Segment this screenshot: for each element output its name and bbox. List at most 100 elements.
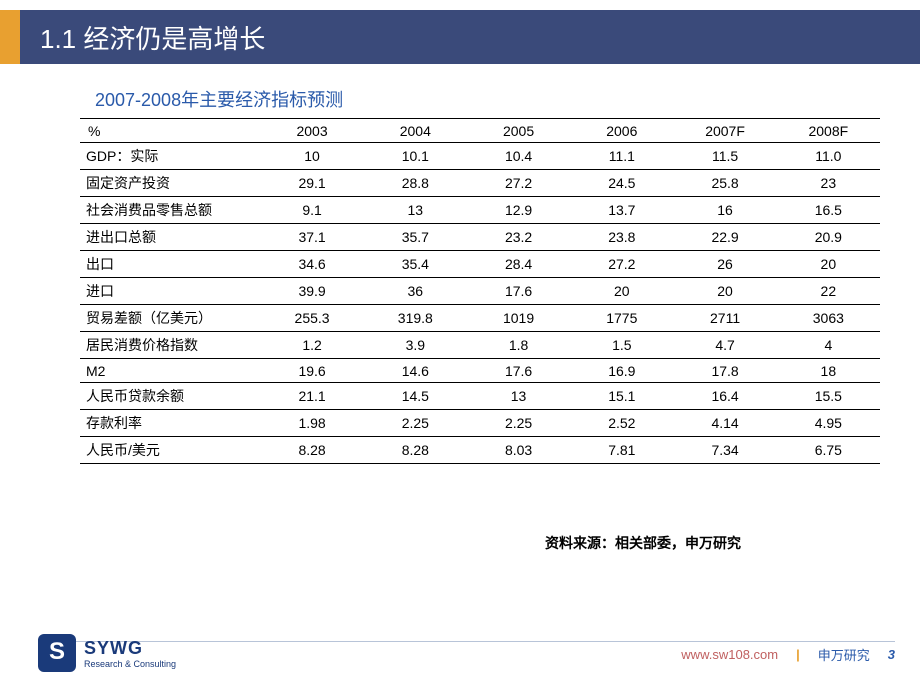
table-row: 存款利率1.982.252.252.524.144.95 xyxy=(80,410,880,437)
cell-value: 24.5 xyxy=(570,170,673,197)
cell-value: 29.1 xyxy=(260,170,363,197)
cell-value: 1.5 xyxy=(570,332,673,359)
cell-value: 20 xyxy=(673,278,776,305)
cell-value: 23.2 xyxy=(467,224,570,251)
cell-value: 36 xyxy=(364,278,467,305)
cell-value: 20 xyxy=(777,251,880,278)
logo-icon xyxy=(38,634,76,672)
logo-main: SYWG xyxy=(84,638,176,659)
cell-value: 21.1 xyxy=(260,383,363,410)
footer-url: www.sw108.com xyxy=(681,647,778,662)
cell-value: 10 xyxy=(260,143,363,170)
cell-value: 255.3 xyxy=(260,305,363,332)
footer-divider-icon: | xyxy=(796,647,800,662)
row-label: 固定资产投资 xyxy=(80,170,260,197)
cell-value: 4.14 xyxy=(673,410,776,437)
subtitle: 2007-2008年主要经济指标预测 xyxy=(95,86,343,112)
cell-value: 13 xyxy=(467,383,570,410)
row-label: 进口 xyxy=(80,278,260,305)
cell-value: 7.34 xyxy=(673,437,776,464)
row-label: 存款利率 xyxy=(80,410,260,437)
table-row: 进口39.93617.6202022 xyxy=(80,278,880,305)
footer-brand: 申万研究 xyxy=(818,645,870,664)
footer-right: www.sw108.com | 申万研究 3 xyxy=(681,645,895,664)
table-row: 出口34.635.428.427.22620 xyxy=(80,251,880,278)
slide-title: 1.1 经济仍是高增长 xyxy=(20,19,265,56)
cell-value: 1.8 xyxy=(467,332,570,359)
cell-value: 16.5 xyxy=(777,197,880,224)
cell-value: 1775 xyxy=(570,305,673,332)
cell-value: 17.6 xyxy=(467,359,570,383)
table-row: 固定资产投资29.128.827.224.525.823 xyxy=(80,170,880,197)
cell-value: 8.03 xyxy=(467,437,570,464)
table-row: GDP：实际1010.110.411.111.511.0 xyxy=(80,143,880,170)
cell-value: 4 xyxy=(777,332,880,359)
cell-value: 27.2 xyxy=(570,251,673,278)
cell-value: 12.9 xyxy=(467,197,570,224)
cell-value: 20.9 xyxy=(777,224,880,251)
cell-value: 16 xyxy=(673,197,776,224)
cell-value: 34.6 xyxy=(260,251,363,278)
table-head: %20032004200520062007F2008F xyxy=(80,119,880,143)
table-body: GDP：实际1010.110.411.111.511.0固定资产投资29.128… xyxy=(80,143,880,464)
table-row: 社会消费品零售总额9.11312.913.71616.5 xyxy=(80,197,880,224)
logo-sub: Research & Consulting xyxy=(84,659,176,669)
cell-value: 15.5 xyxy=(777,383,880,410)
row-label: 出口 xyxy=(80,251,260,278)
cell-value: 18 xyxy=(777,359,880,383)
cell-value: 26 xyxy=(673,251,776,278)
table-row: M219.614.617.616.917.818 xyxy=(80,359,880,383)
cell-value: 3063 xyxy=(777,305,880,332)
row-label: 人民币/美元 xyxy=(80,437,260,464)
cell-value: 11.5 xyxy=(673,143,776,170)
cell-value: 3.9 xyxy=(364,332,467,359)
cell-value: 20 xyxy=(570,278,673,305)
footer: SYWG Research & Consulting www.sw108.com… xyxy=(0,630,920,678)
cell-value: 35.7 xyxy=(364,224,467,251)
cell-value: 8.28 xyxy=(364,437,467,464)
accent-block xyxy=(0,10,20,64)
cell-value: 8.28 xyxy=(260,437,363,464)
cell-value: 4.95 xyxy=(777,410,880,437)
row-label: M2 xyxy=(80,359,260,383)
cell-value: 4.7 xyxy=(673,332,776,359)
logo-text: SYWG Research & Consulting xyxy=(84,638,176,669)
economic-indicators-table: %20032004200520062007F2008F GDP：实际1010.1… xyxy=(80,118,880,464)
col-header-unit: % xyxy=(80,119,260,143)
cell-value: 27.2 xyxy=(467,170,570,197)
cell-value: 2.52 xyxy=(570,410,673,437)
cell-value: 14.6 xyxy=(364,359,467,383)
cell-value: 16.4 xyxy=(673,383,776,410)
cell-value: 10.4 xyxy=(467,143,570,170)
table-row: 人民币/美元8.288.288.037.817.346.75 xyxy=(80,437,880,464)
cell-value: 7.81 xyxy=(570,437,673,464)
table-row: 进出口总额37.135.723.223.822.920.9 xyxy=(80,224,880,251)
cell-value: 2.25 xyxy=(364,410,467,437)
cell-value: 19.6 xyxy=(260,359,363,383)
cell-value: 2.25 xyxy=(467,410,570,437)
cell-value: 1019 xyxy=(467,305,570,332)
cell-value: 22 xyxy=(777,278,880,305)
cell-value: 14.5 xyxy=(364,383,467,410)
row-label: 社会消费品零售总额 xyxy=(80,197,260,224)
cell-value: 39.9 xyxy=(260,278,363,305)
cell-value: 13 xyxy=(364,197,467,224)
row-label: 居民消费价格指数 xyxy=(80,332,260,359)
cell-value: 17.8 xyxy=(673,359,776,383)
cell-value: 25.8 xyxy=(673,170,776,197)
cell-value: 2711 xyxy=(673,305,776,332)
cell-value: 28.8 xyxy=(364,170,467,197)
cell-value: 1.98 xyxy=(260,410,363,437)
footer-page: 3 xyxy=(888,647,895,662)
cell-value: 16.9 xyxy=(570,359,673,383)
table-row: 贸易差额（亿美元）255.3319.81019177527113063 xyxy=(80,305,880,332)
row-label: GDP：实际 xyxy=(80,143,260,170)
col-header: 2006 xyxy=(570,119,673,143)
table-row: 人民币贷款余额21.114.51315.116.415.5 xyxy=(80,383,880,410)
cell-value: 23.8 xyxy=(570,224,673,251)
cell-value: 28.4 xyxy=(467,251,570,278)
logo: SYWG Research & Consulting xyxy=(38,634,176,672)
row-label: 人民币贷款余额 xyxy=(80,383,260,410)
col-header: 2004 xyxy=(364,119,467,143)
row-label: 进出口总额 xyxy=(80,224,260,251)
